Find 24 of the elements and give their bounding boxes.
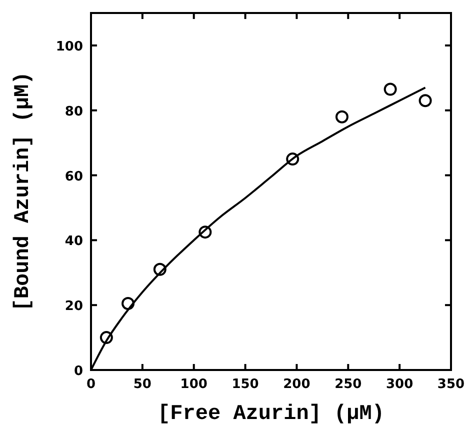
point xyxy=(153,262,166,276)
x-tick-label: 100 xyxy=(180,377,208,392)
y-tick-label: 20 xyxy=(64,299,83,314)
x-tick-label: 150 xyxy=(232,377,259,392)
y-axis-title: [Bound Azurin] (μM) xyxy=(12,72,35,312)
y-tick-label: 80 xyxy=(64,104,83,120)
x-tick-label: 200 xyxy=(283,377,310,392)
point xyxy=(384,82,397,96)
x-tick-label: 0 xyxy=(86,377,96,392)
x-axis-title: [Free Azurin] (μM) xyxy=(158,403,384,426)
y-tick-label: 60 xyxy=(64,169,83,184)
point xyxy=(335,110,348,124)
x-tick-label: 250 xyxy=(334,377,362,392)
y-tick-label: 0 xyxy=(74,364,83,379)
point xyxy=(418,94,432,108)
y-tick-label: 100 xyxy=(56,39,83,54)
x-tick-label: 300 xyxy=(386,377,414,392)
point xyxy=(100,331,113,344)
x-tick-label: 50 xyxy=(133,377,152,392)
y-tick-label: 40 xyxy=(64,234,83,250)
point xyxy=(198,226,212,239)
x-tick-label: 350 xyxy=(437,377,465,392)
point xyxy=(286,152,300,166)
point xyxy=(122,296,135,310)
